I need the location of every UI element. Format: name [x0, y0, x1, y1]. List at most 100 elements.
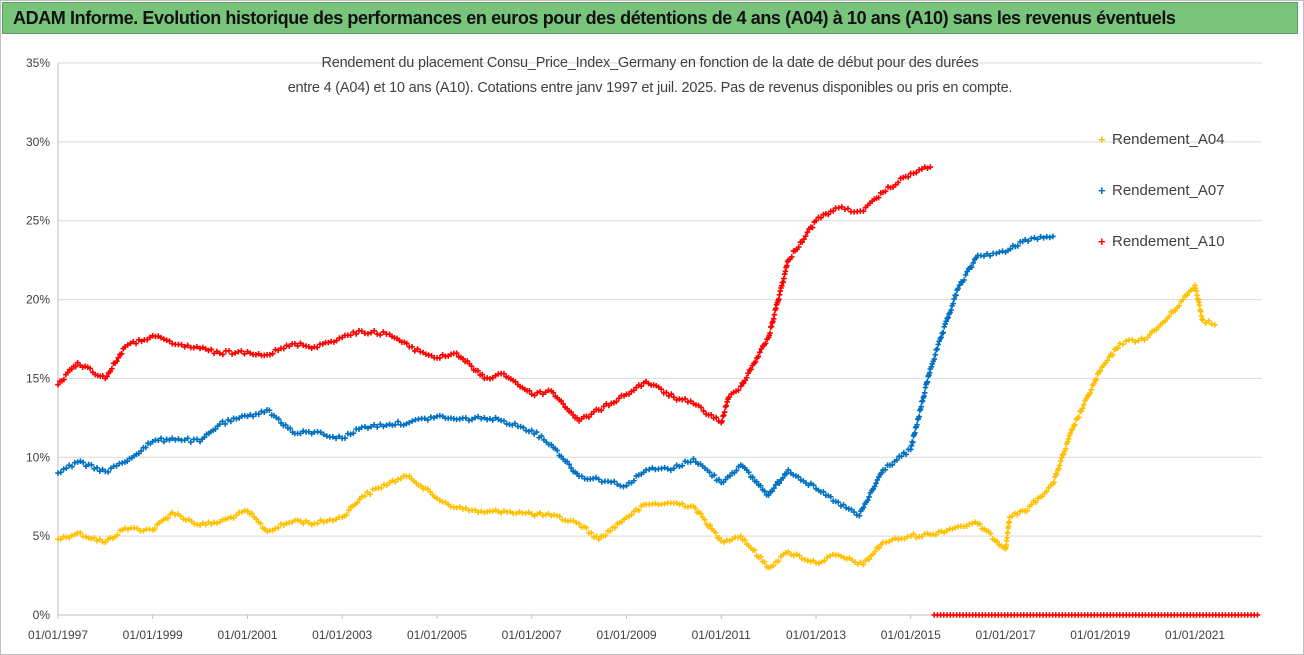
data-point — [556, 513, 563, 520]
data-point — [169, 435, 176, 442]
data-point — [353, 331, 359, 337]
data-point — [409, 344, 415, 350]
data-point — [1065, 436, 1072, 442]
data-point — [898, 453, 905, 460]
data-point — [472, 414, 478, 421]
y-tick-label: 5% — [33, 529, 51, 543]
data-point — [1199, 317, 1206, 323]
data-point — [840, 501, 847, 508]
data-point — [487, 375, 493, 382]
data-point — [612, 524, 618, 531]
data-point — [194, 343, 200, 350]
data-point — [538, 433, 545, 439]
data-point — [1088, 386, 1095, 393]
data-point — [914, 421, 920, 428]
data-point — [931, 356, 938, 362]
data-point — [872, 548, 878, 555]
data-point — [383, 482, 390, 489]
data-point — [377, 332, 384, 338]
data-point — [158, 435, 164, 442]
data-point — [91, 535, 98, 541]
data-point — [752, 359, 759, 365]
data-point — [835, 205, 842, 211]
data-point — [745, 469, 752, 476]
data-point — [134, 525, 141, 532]
data-point — [1205, 318, 1212, 324]
data-point — [866, 494, 872, 500]
data-point — [1043, 488, 1050, 495]
data-point — [320, 431, 327, 438]
data-point — [638, 383, 645, 389]
data-point — [1022, 236, 1028, 243]
data-point — [570, 412, 576, 418]
data-point — [1067, 430, 1074, 436]
data-point — [238, 348, 245, 354]
data-point — [479, 371, 486, 378]
data-point — [327, 516, 333, 523]
data-point — [1072, 422, 1078, 428]
data-point — [202, 346, 209, 352]
data-point — [367, 491, 373, 497]
data-point — [358, 328, 365, 334]
data-point — [827, 493, 834, 500]
data-point — [733, 467, 740, 474]
data-point — [253, 516, 260, 522]
data-point — [241, 350, 248, 357]
data-point — [362, 423, 368, 430]
data-point — [935, 341, 942, 348]
data-point — [952, 524, 959, 531]
data-point — [386, 421, 393, 427]
data-point — [1058, 455, 1065, 461]
data-point — [282, 422, 289, 428]
data-point — [294, 343, 301, 349]
data-point — [69, 532, 75, 539]
data-point — [866, 556, 873, 562]
data-point — [77, 529, 84, 536]
data-point — [944, 315, 950, 322]
data-point — [835, 499, 842, 505]
chart-title-line-1: Rendement du placement Consu_Price_Index… — [321, 55, 979, 71]
data-point — [809, 224, 816, 231]
data-point — [1211, 322, 1218, 328]
y-tick-label: 30% — [26, 135, 50, 149]
data-point — [165, 515, 171, 522]
data-point — [757, 482, 764, 489]
data-point — [761, 559, 768, 566]
data-point — [1115, 345, 1121, 351]
data-point — [586, 414, 592, 420]
data-point — [550, 389, 557, 396]
data-point — [1047, 234, 1053, 241]
data-point — [431, 415, 437, 421]
data-point — [409, 418, 416, 424]
data-point — [448, 351, 454, 358]
data-point — [323, 518, 330, 525]
series-Rendement_A10-zero-row — [931, 612, 1261, 618]
data-point — [685, 504, 691, 510]
data-point — [392, 421, 398, 428]
data-point — [1033, 499, 1039, 506]
data-point — [138, 448, 144, 454]
data-point — [542, 511, 549, 518]
y-tick-label: 15% — [26, 371, 50, 385]
legend-item-a10: + Rendement_A10 — [1098, 233, 1225, 253]
data-point — [851, 509, 857, 515]
data-point — [406, 419, 413, 426]
data-point — [317, 517, 324, 523]
data-point — [365, 330, 371, 337]
data-point — [275, 416, 282, 422]
data-point — [1034, 236, 1041, 243]
data-point — [924, 165, 931, 171]
data-point — [951, 296, 957, 302]
data-point — [105, 469, 111, 475]
data-point — [526, 388, 533, 394]
data-point — [628, 511, 635, 518]
data-point — [631, 477, 637, 484]
data-point — [118, 351, 125, 357]
data-point — [1054, 471, 1060, 478]
data-point — [886, 538, 892, 545]
data-point — [576, 520, 582, 527]
data-point — [184, 342, 191, 349]
data-point — [228, 418, 234, 425]
data-point — [548, 441, 555, 448]
data-point — [287, 425, 294, 432]
